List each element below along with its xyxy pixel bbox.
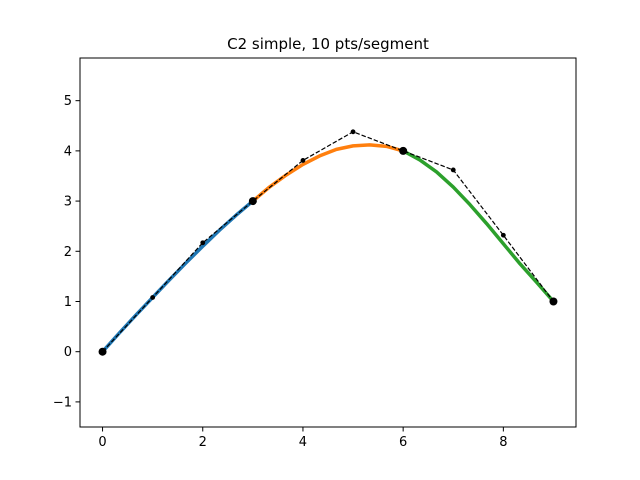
knot-point bbox=[399, 146, 408, 155]
control-point bbox=[350, 129, 356, 135]
chart-title: C2 simple, 10 pts/segment bbox=[227, 35, 429, 53]
x-tick-label: 6 bbox=[399, 435, 407, 450]
y-tick-label: 0 bbox=[64, 345, 72, 360]
knot-point bbox=[248, 197, 257, 206]
x-tick-label: 2 bbox=[199, 435, 207, 450]
plot-inner bbox=[98, 129, 558, 356]
y-tick-label: −1 bbox=[53, 395, 72, 410]
control-point bbox=[300, 158, 306, 163]
knot-point bbox=[549, 297, 558, 306]
x-tick-label: 4 bbox=[299, 435, 307, 450]
y-tick-label: 4 bbox=[64, 144, 72, 159]
spline-segment-3 bbox=[401, 149, 556, 304]
y-tick-label: 2 bbox=[64, 245, 72, 260]
plot-area bbox=[98, 129, 558, 356]
spline-segment-1 bbox=[100, 199, 255, 354]
x-tick-label: 8 bbox=[499, 435, 507, 450]
y-tick-label: 3 bbox=[64, 195, 72, 210]
spline-segment-2 bbox=[251, 143, 405, 203]
control-polygon-line bbox=[102, 131, 554, 353]
control-point bbox=[200, 240, 206, 246]
axes: 0 2 4 6 8 −1 0 1 2 3 4 5 bbox=[53, 57, 577, 450]
y-tick-label: 1 bbox=[64, 295, 72, 310]
control-point bbox=[150, 295, 156, 300]
y-tick-label: 5 bbox=[64, 94, 72, 109]
axes-frame bbox=[79, 57, 577, 428]
x-tick-label: 0 bbox=[98, 435, 106, 450]
knot-point bbox=[98, 347, 107, 356]
control-point bbox=[450, 167, 456, 173]
control-point bbox=[500, 232, 506, 238]
